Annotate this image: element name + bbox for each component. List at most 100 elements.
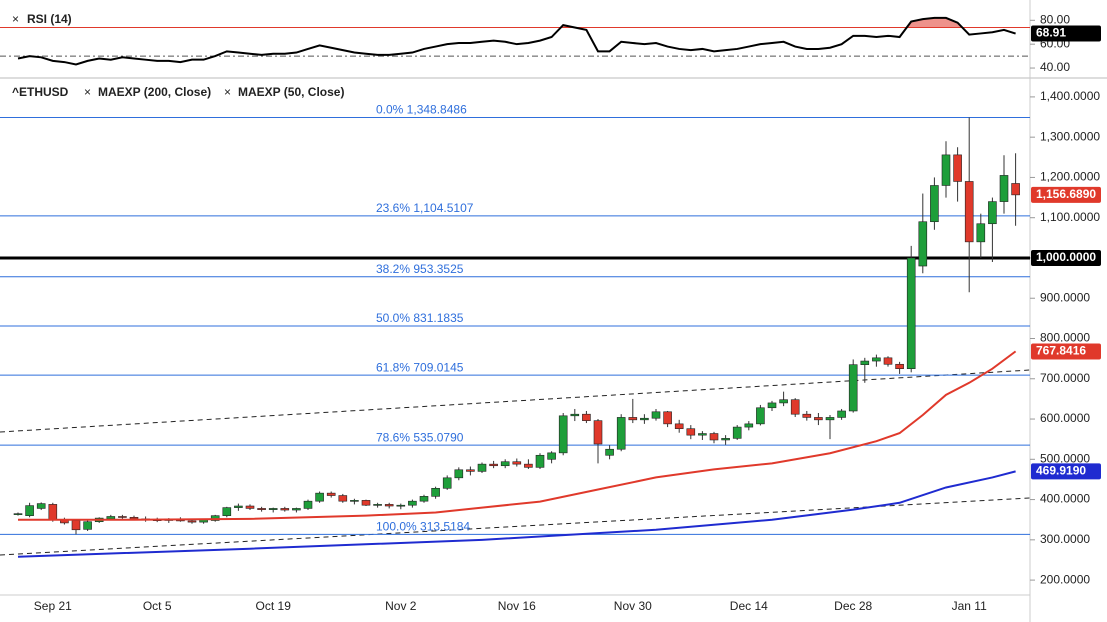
candle-body <box>663 411 672 425</box>
x-tick-label: Nov 30 <box>614 599 652 613</box>
x-tick-label: Sep 21 <box>34 599 72 613</box>
candle-body <box>988 201 997 225</box>
y-tick-label: 80.00 <box>1040 12 1070 26</box>
price-badge: 469.9190 <box>1036 464 1086 478</box>
candle-body <box>83 521 92 530</box>
candle-body <box>976 223 986 243</box>
y-tick-label: 1,300.0000 <box>1040 129 1100 143</box>
x-tick-label: Nov 2 <box>385 599 417 613</box>
candle-body <box>454 469 464 479</box>
candle-body <box>930 185 939 223</box>
moving-average <box>18 350 1017 521</box>
candle-body <box>860 360 870 365</box>
fib-label: 50.0% 831.1835 <box>376 311 464 325</box>
candle-body <box>721 438 730 441</box>
candle-body <box>744 423 754 428</box>
candle-body <box>651 411 661 419</box>
candle-body <box>558 415 568 454</box>
candle-body <box>732 426 742 439</box>
candle-body <box>234 505 243 508</box>
candle-body <box>535 454 545 468</box>
price-badge: 1,000.0000 <box>1036 250 1096 264</box>
y-tick-label: 1,100.0000 <box>1040 210 1100 224</box>
candle-body <box>616 417 626 450</box>
y-tick-label: 700.0000 <box>1040 371 1090 385</box>
candle-body <box>280 508 290 511</box>
y-tick-label: 1,400.0000 <box>1040 89 1100 103</box>
candle-body <box>292 508 301 511</box>
legend-entry: MAEXP (50, Close) <box>238 85 344 99</box>
fib-label: 38.2% 953.3525 <box>376 262 464 276</box>
candle-body <box>918 221 928 267</box>
close-icon[interactable]: × <box>84 85 91 99</box>
x-tick-label: Nov 16 <box>498 599 536 613</box>
x-tick-label: Oct 5 <box>143 599 172 613</box>
candle-body <box>570 413 580 417</box>
y-tick-label: 1,200.0000 <box>1040 170 1100 184</box>
candle-body <box>883 357 893 365</box>
candle-body <box>848 364 858 412</box>
candle-body <box>129 516 139 520</box>
candle-body <box>640 417 649 421</box>
candle-body <box>767 402 777 409</box>
candle-body <box>1011 183 1020 196</box>
candle-body <box>245 505 255 509</box>
last-value-badge: 68.91 <box>1036 26 1066 40</box>
candle-body <box>779 399 788 404</box>
close-icon[interactable]: × <box>224 85 231 99</box>
candle-body <box>466 469 475 472</box>
y-tick-label: 300.0000 <box>1040 532 1090 546</box>
close-icon[interactable]: × <box>12 12 19 26</box>
price-badge-bg <box>1031 463 1101 480</box>
candle-body <box>419 496 429 502</box>
candle-body <box>964 181 974 243</box>
candle-body <box>756 407 765 425</box>
candle-body <box>674 423 684 429</box>
trend-line <box>0 497 1031 556</box>
candle-body <box>257 508 266 510</box>
candle-body <box>825 417 835 421</box>
candle-body <box>36 503 46 509</box>
y-tick-label: 900.0000 <box>1040 290 1090 304</box>
fib-label: 100.0% 313.5184 <box>376 520 470 534</box>
candle-body <box>953 154 962 182</box>
candle-body <box>802 413 812 418</box>
candle-body <box>524 463 533 468</box>
fib-label: 0.0% 1,348.8486 <box>376 103 467 117</box>
x-tick-label: Jan 11 <box>952 599 987 613</box>
candle-body <box>338 495 348 502</box>
x-tick-label: Oct 19 <box>256 599 292 613</box>
candle-body <box>895 363 904 370</box>
fib-label: 78.6% 535.0790 <box>376 430 464 444</box>
candle-body <box>384 504 394 507</box>
y-tick-label: 400.0000 <box>1040 492 1090 506</box>
candle-body <box>790 399 800 415</box>
candle-body <box>210 515 220 521</box>
y-tick-label: 800.0000 <box>1040 331 1090 345</box>
candle-body <box>396 504 406 507</box>
candle-body <box>709 433 719 441</box>
candle-body <box>477 463 487 472</box>
candle-body <box>25 505 34 516</box>
candle-body <box>906 257 916 370</box>
candle-body <box>489 463 498 467</box>
candle-body <box>361 500 371 506</box>
x-tick-label: Dec 28 <box>834 599 872 613</box>
candle-body <box>698 433 707 436</box>
candle-body <box>373 504 382 506</box>
candle-body <box>303 500 313 509</box>
candle-body <box>605 448 614 456</box>
candle-body <box>814 417 823 421</box>
rsi-line <box>17 16 1016 66</box>
y-tick-label: 600.0000 <box>1040 411 1090 425</box>
y-tick-label: 200.0000 <box>1040 572 1090 586</box>
candle-body <box>118 516 127 518</box>
candle-body <box>222 507 232 516</box>
overbought-fill <box>560 17 963 28</box>
candle-body <box>593 420 603 445</box>
rsi-title: RSI (14) <box>27 12 72 26</box>
legend-entry: MAEXP (200, Close) <box>98 85 211 99</box>
y-tick-label: 40.00 <box>1040 60 1070 74</box>
